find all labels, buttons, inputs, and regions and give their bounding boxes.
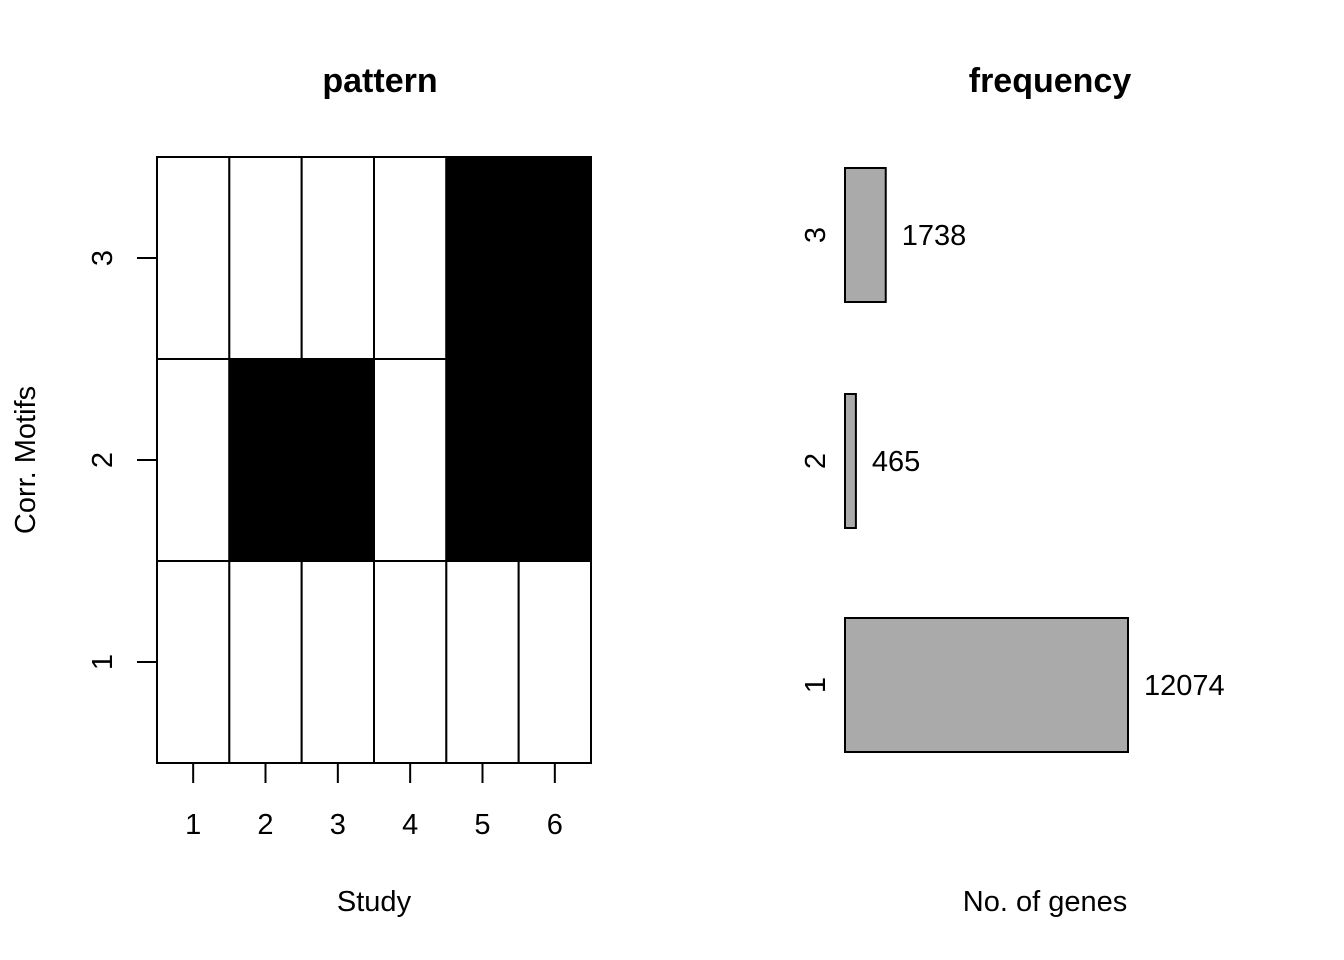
heatmap-cell xyxy=(156,560,231,764)
x-tick-label: 3 xyxy=(330,809,346,841)
y-tick-label: 1 xyxy=(87,654,119,670)
heatmap-cell xyxy=(445,560,520,764)
heatmap-cell xyxy=(373,358,448,562)
bar-value-label: 465 xyxy=(872,446,920,478)
frequency-x-label: No. of genes xyxy=(963,886,1127,918)
pattern-panel: pattern 1 2 3 4 5 6 1 2 3 Study Corr. Motifs xyxy=(10,62,593,918)
bar xyxy=(844,393,857,529)
pattern-y-axis: 1 2 3 xyxy=(87,250,157,670)
bar-category-label: 2 xyxy=(800,453,832,469)
y-tick-label: 3 xyxy=(87,250,119,266)
pattern-title: pattern xyxy=(322,62,437,100)
bar-category-label: 1 xyxy=(800,677,832,693)
frequency-bars: 12074 1 465 2 1738 3 xyxy=(800,167,1225,753)
heatmap-cell xyxy=(228,358,303,562)
bar-value-label: 1738 xyxy=(902,220,967,252)
heatmap-cell xyxy=(373,560,448,764)
frequency-title: frequency xyxy=(969,62,1132,100)
heatmap-cell xyxy=(156,358,231,562)
x-tick-label: 1 xyxy=(185,809,201,841)
heatmap-cell xyxy=(300,156,375,360)
bar-value-label: 12074 xyxy=(1144,670,1225,702)
x-tick-label: 5 xyxy=(474,809,490,841)
heatmap-cell xyxy=(373,156,448,360)
heatmap-cell xyxy=(517,358,593,562)
frequency-panel: frequency 12074 1 465 2 1738 3 No. of genes xyxy=(800,62,1225,918)
bar xyxy=(844,167,887,303)
x-tick-label: 6 xyxy=(547,809,563,841)
bar-category-label: 3 xyxy=(800,227,832,243)
heatmap-cell xyxy=(300,358,375,562)
heatmap-cell xyxy=(300,560,375,764)
x-tick-label: 2 xyxy=(257,809,273,841)
y-tick-label: 2 xyxy=(87,452,119,468)
heatmap-cell xyxy=(517,156,593,360)
heatmap-cell xyxy=(156,156,231,360)
heatmap-cell xyxy=(445,156,520,360)
pattern-x-axis: 1 2 3 4 5 6 xyxy=(185,763,563,841)
pattern-y-label: Corr. Motifs xyxy=(10,386,42,534)
pattern-x-label: Study xyxy=(337,886,412,918)
pattern-cells xyxy=(156,156,593,764)
heatmap-cell xyxy=(228,156,303,360)
heatmap-cell xyxy=(445,358,520,562)
heatmap-cell xyxy=(228,560,303,764)
heatmap-cell xyxy=(517,560,593,764)
bar xyxy=(844,617,1129,753)
x-tick-label: 4 xyxy=(402,809,418,841)
